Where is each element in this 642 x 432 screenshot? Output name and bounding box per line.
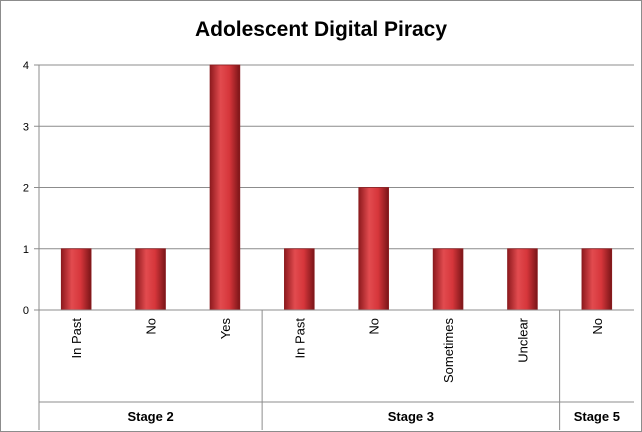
- bar: [60, 248, 92, 311]
- x-category-label: Yes: [218, 318, 233, 340]
- x-category-label: In Past: [292, 318, 307, 359]
- x-category-label: No: [367, 318, 382, 335]
- bar: [284, 248, 315, 311]
- y-tick-label: 2: [23, 183, 29, 195]
- group-label: Stage 2: [127, 409, 173, 424]
- bar: [209, 64, 241, 311]
- bar: [507, 248, 538, 311]
- x-category-label: No: [144, 318, 159, 335]
- bar: [135, 248, 166, 311]
- x-category-label: No: [590, 318, 605, 335]
- group-label: Stage 5: [574, 409, 620, 424]
- bar: [358, 187, 389, 311]
- y-tick-label: 4: [23, 60, 29, 72]
- bar: [581, 248, 613, 311]
- x-category-label: Sometimes: [441, 318, 456, 384]
- y-tick-label: 3: [23, 121, 29, 133]
- group-label: Stage 3: [388, 409, 434, 424]
- y-tick-label: 0: [23, 305, 29, 317]
- chart-title: Adolescent Digital Piracy: [194, 18, 448, 41]
- y-tick-label: 1: [23, 244, 29, 256]
- x-category-label: Unclear: [515, 317, 530, 362]
- x-category-label: In Past: [69, 318, 84, 359]
- bar: [432, 248, 464, 311]
